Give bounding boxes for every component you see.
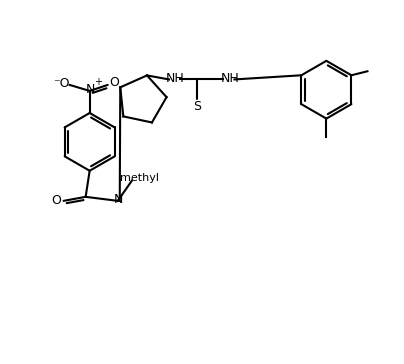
Text: methyl: methyl [120,173,158,183]
Text: ⁻O: ⁻O [53,77,70,90]
Text: N: N [86,83,95,96]
Text: N: N [114,193,123,206]
Text: NH: NH [166,72,185,85]
Text: NH: NH [221,72,240,85]
Text: +: + [94,77,102,87]
Text: S: S [193,100,201,113]
Text: O: O [109,76,120,90]
Text: O: O [51,194,61,207]
